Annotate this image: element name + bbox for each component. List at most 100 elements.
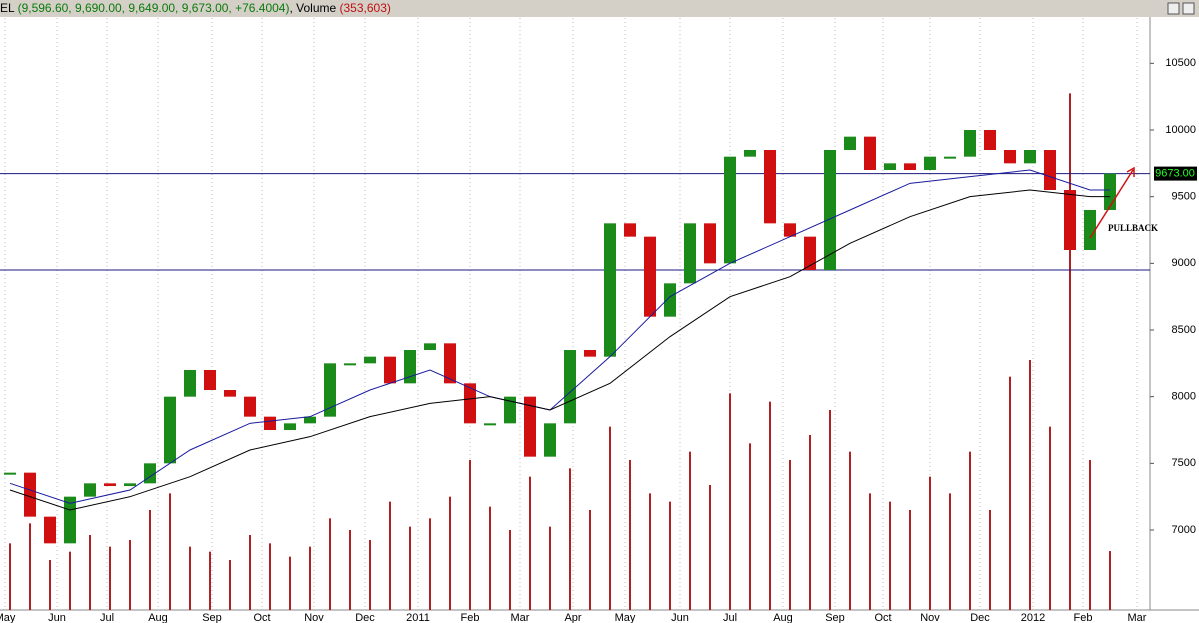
candle [4, 472, 16, 475]
x-tick-label: Oct [874, 612, 891, 623]
candle [164, 396, 176, 464]
candle [504, 396, 516, 424]
volume-bar [869, 493, 871, 610]
volume-bar [669, 501, 671, 610]
volume-bar [849, 451, 851, 610]
candle [264, 416, 276, 430]
candle [424, 343, 436, 350]
volume-label: , Volume [289, 1, 339, 15]
candle [224, 390, 236, 397]
volume-bar [929, 476, 931, 610]
candle [684, 223, 696, 284]
candle [404, 350, 416, 384]
candle [184, 370, 196, 397]
x-tick-label: 2012 [1021, 612, 1045, 623]
candle [364, 356, 376, 364]
volume-bar [1009, 376, 1011, 610]
candle [1004, 150, 1016, 164]
volume-bar [769, 401, 771, 610]
candle [664, 283, 676, 317]
x-tick-label: Dec [970, 612, 990, 623]
volume-bar [429, 518, 431, 610]
candle [804, 236, 816, 270]
volume-bar [1089, 460, 1091, 610]
volume-bar [49, 560, 51, 610]
volume-bar [989, 510, 991, 610]
volume-bar [1049, 426, 1051, 610]
y-tick-label: 9500 [1172, 191, 1196, 203]
y-tick-label: 8500 [1172, 324, 1196, 336]
x-tick-label: Jun [48, 612, 66, 623]
candle [64, 496, 76, 544]
volume-bar [169, 493, 171, 610]
y-tick-label: 9000 [1172, 257, 1196, 269]
volume-bar [289, 556, 291, 610]
candle [1024, 150, 1036, 164]
candle [24, 472, 36, 517]
x-tick-label: Dec [355, 612, 375, 623]
volume-bar [149, 510, 151, 610]
volume-bar [649, 493, 651, 610]
restore-button[interactable] [1167, 2, 1180, 15]
last-price-label: 9673.00 [1155, 168, 1195, 180]
x-tick-label: Jun [671, 612, 689, 623]
x-tick-label: Feb [461, 612, 480, 623]
candle [884, 163, 896, 170]
x-tick-label: Aug [148, 612, 168, 623]
volume-bar [9, 543, 11, 610]
candle [344, 363, 356, 366]
volume-bar [749, 443, 751, 610]
volume-bar [229, 560, 231, 610]
volume-bar [949, 493, 951, 610]
plot: May Jun Jul Aug Sep Oct Nov Dec 2011 Feb Mar Apr May… [0, 18, 1197, 623]
candle [784, 223, 796, 237]
x-tick-label: Sep [202, 612, 222, 623]
title-bar [0, 0, 1199, 17]
volume-bar [629, 460, 631, 610]
symbol: EL [0, 1, 18, 15]
y-tick-label: 7000 [1172, 524, 1196, 536]
candle [1104, 173, 1116, 210]
candle [324, 363, 336, 417]
candle [864, 136, 876, 170]
volume-bar [889, 501, 891, 610]
candle [704, 223, 716, 264]
y-tick-label: 7500 [1172, 457, 1196, 469]
candle [104, 483, 116, 486]
candle [844, 136, 856, 150]
x-tick-label: 2011 [406, 612, 430, 623]
candle [44, 516, 56, 544]
candle [284, 423, 296, 430]
last-price-box [1154, 166, 1197, 181]
candle [724, 156, 736, 264]
candle [304, 416, 316, 424]
candle [824, 150, 836, 270]
x-tick-label: Jul [100, 612, 114, 623]
volume-bar [209, 551, 211, 610]
volume-bar [589, 510, 591, 610]
x-tick-label: May [615, 612, 636, 623]
candle [604, 223, 616, 357]
volume-bar [69, 551, 71, 610]
volume-bar [489, 506, 491, 610]
close-button[interactable] [1182, 2, 1195, 15]
moving-average [9, 169, 1110, 504]
volume-bar [109, 546, 111, 610]
y-tick-label: 10500 [1165, 57, 1196, 69]
annotation-arrow [1089, 166, 1135, 239]
volume-bar [369, 540, 371, 610]
volume: (353,603) [340, 1, 391, 15]
volume-bar [309, 546, 311, 610]
candle [564, 350, 576, 424]
volume-bar [609, 426, 611, 610]
candle [124, 483, 136, 486]
candle [84, 483, 96, 497]
volume-bar [469, 460, 471, 610]
x-tick-label: Mar [511, 612, 530, 623]
volume-bar [709, 485, 711, 610]
volume-bar [549, 526, 551, 610]
x-tick-label: Jul [723, 612, 737, 623]
volume-bar [329, 518, 331, 610]
